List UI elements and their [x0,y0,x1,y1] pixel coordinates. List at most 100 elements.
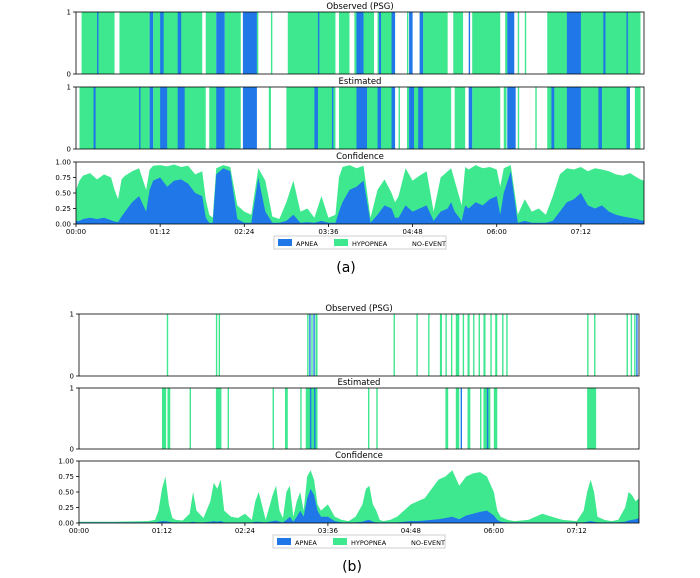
apnea-band [409,12,413,74]
hypopnea-band [439,314,442,376]
x-tick-label: 00:00 [66,228,86,236]
hypopnea-band [478,314,480,376]
apnea-band [378,12,382,74]
legend-label: HYPOPNEA [351,539,387,547]
apnea-band [139,87,141,149]
hypopnea-band [455,388,460,449]
legend-label: NO-EVENT [412,240,446,248]
hypopnea-band [272,388,274,449]
apnea-band [507,12,515,74]
x-tick-label: 04:48 [402,228,422,236]
apnea-band [486,388,489,449]
hypopnea-band [450,314,453,376]
hypopnea-band [398,87,400,149]
hypopnea-band [406,12,409,74]
apnea-band [460,388,463,449]
hypopnea-band [215,388,222,449]
hypopnea-band [630,314,633,376]
hypopnea-band [483,314,486,376]
apnea-band [409,87,414,149]
hypopnea-confidence-area [79,470,639,523]
y-tick-label: 0.75 [55,174,71,182]
apnea-band [603,12,606,74]
panel-frame [78,313,640,377]
panel-b-2: Estimated 0 1 [70,378,640,454]
x-tick-label: 07:12 [567,527,587,535]
hypopnea-band [473,314,475,376]
apnea-confidence-area [76,168,644,224]
x-tick-label: 04:48 [401,527,421,535]
y-tick-label: 0 [67,71,71,79]
hypopnea-band [406,87,410,149]
hypopnea-band [215,314,218,376]
hypopnea-band [472,87,501,149]
hypopnea-band [467,388,471,449]
apnea-band [160,12,164,74]
apnea-band [216,12,225,74]
y-tick-label: 1 [67,84,71,92]
y-tick-label: 1 [67,9,71,17]
hypopnea-band [506,314,508,376]
x-tick-label: 01:12 [152,527,172,535]
hypopnea-band [209,87,220,149]
apnea-band [507,87,516,149]
y-tick-label: 1.00 [58,458,74,466]
hypopnea-band [503,87,507,149]
hypopnea-band [311,314,313,376]
caption-a: (a) [336,260,356,276]
hypopnea-band [285,388,288,449]
panel-frame [78,387,640,450]
hypopnea-band [587,388,597,449]
apnea-band [468,12,471,74]
hypopnea-band [393,314,395,376]
apnea-band [313,314,315,376]
apnea-band [626,12,628,74]
x-tick-label: 01:12 [150,228,170,236]
y-tick-label: 0 [70,446,74,454]
hypopnea-band [490,314,492,376]
hypopnea-band [287,12,336,74]
hypopnea-band [547,87,630,149]
hypopnea-band [270,12,273,74]
hypopnea-band [224,87,241,149]
apnea-band [93,87,96,149]
hypopnea-band [626,314,628,376]
y-tick-label: 0.50 [58,489,74,497]
hypopnea-band [227,388,230,449]
hypopnea-band [189,388,191,449]
panel-title: Estimated [339,77,382,87]
apnea-band [309,388,312,449]
hypopnea-band [305,388,318,449]
panel-a-2: Estimated 0 1 [67,77,645,154]
x-tick-label: 06:00 [484,527,504,535]
hypopnea-band [161,388,167,449]
apnea-band [177,12,182,74]
hypopnea-band [587,314,589,376]
apnea-band [468,87,473,149]
hypopnea-band [367,388,370,449]
apnea-band [149,12,154,74]
hypopnea-band [455,314,460,376]
y-tick-label: 0.00 [55,221,71,229]
panel-title: Observed (PSG) [325,304,392,314]
legend-swatch [333,538,347,545]
apnea-band [391,87,396,149]
hypopnea-band [505,12,508,74]
apnea-band [242,87,257,149]
hypopnea-band [416,314,418,376]
y-tick-label: 0.50 [55,190,71,198]
legend-label: APNEA [296,240,318,248]
hypopnea-band [218,314,221,376]
apnea-band [418,87,424,149]
hypopnea-band [495,314,498,376]
y-tick-label: 0.75 [58,473,74,481]
hypopnea-band [167,388,171,449]
apnea-band [419,12,424,74]
x-tick-label: 03:36 [318,228,339,236]
hypopnea-band [445,388,449,449]
hypopnea-band [307,314,309,376]
panel-a-3: Confidence 0.00 0.25 0.50 0.75 1.00 [55,152,645,229]
hypopnea-band [535,87,537,149]
hypopnea-band [517,12,520,74]
